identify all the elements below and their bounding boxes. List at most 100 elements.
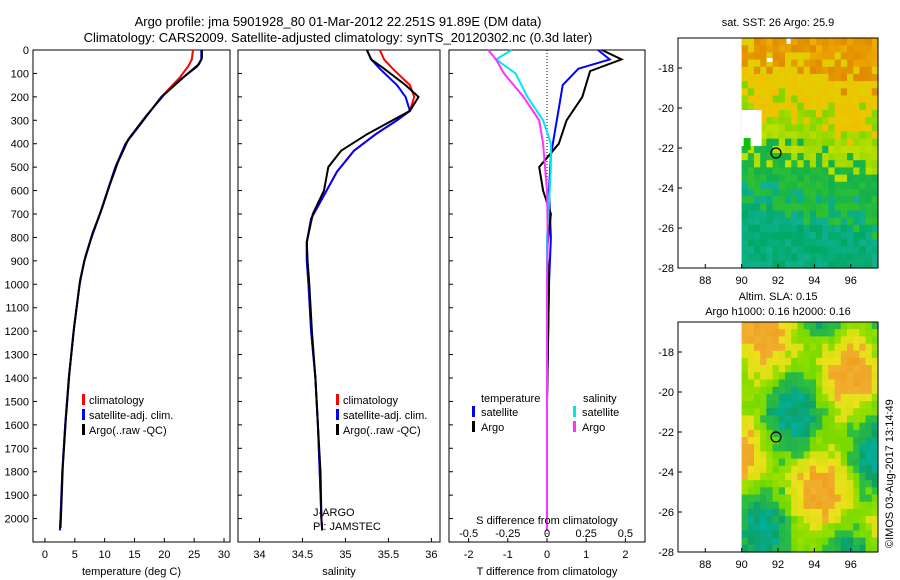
y-tick-label: -20 xyxy=(658,103,674,115)
map-cell xyxy=(865,451,873,460)
map-cell xyxy=(803,203,811,212)
map-cell xyxy=(785,102,792,111)
x-tick-label: 36 xyxy=(425,549,437,561)
map-cell xyxy=(822,458,829,467)
map-cell xyxy=(847,38,854,46)
map-cell xyxy=(871,109,879,118)
map-cell xyxy=(754,501,761,510)
map-cell xyxy=(809,451,817,460)
x-tick-label: 90 xyxy=(736,559,748,571)
map-cell xyxy=(791,415,798,424)
map-cell xyxy=(741,437,749,445)
map-cell xyxy=(828,480,836,488)
map-cell xyxy=(797,52,805,61)
map-cell xyxy=(760,350,767,359)
map-cell xyxy=(772,429,780,438)
map-cell xyxy=(809,530,817,539)
map-cell xyxy=(816,188,823,197)
map-cell xyxy=(785,544,792,553)
map-cell xyxy=(803,160,811,168)
map-cell xyxy=(754,102,761,111)
map-cell xyxy=(840,472,848,481)
map-cell xyxy=(747,480,755,488)
map-cell xyxy=(760,444,767,452)
map-cell xyxy=(809,145,817,154)
map-cell xyxy=(747,59,755,68)
map-cell xyxy=(778,160,786,168)
map-cell xyxy=(772,537,780,546)
map-cell xyxy=(853,508,860,517)
map-cell xyxy=(809,487,817,496)
y-tick-label: 2000 xyxy=(5,514,29,526)
map-cell xyxy=(816,379,823,388)
map-cell xyxy=(871,530,879,539)
map-cell xyxy=(803,246,811,255)
map-cell xyxy=(871,167,879,176)
map-cell xyxy=(834,336,842,345)
map-cell xyxy=(785,365,792,373)
map-cell xyxy=(816,458,823,467)
map-cell xyxy=(791,350,798,359)
map-cell xyxy=(766,253,774,262)
map-cell xyxy=(803,181,811,190)
map-cell xyxy=(747,429,755,438)
map-cell xyxy=(747,38,755,46)
map-cell xyxy=(816,145,823,154)
map-cell xyxy=(828,253,836,262)
map-cell xyxy=(809,95,817,104)
map-cell xyxy=(834,444,842,452)
map-cell xyxy=(791,153,798,161)
map-cell xyxy=(747,357,755,366)
map-cell xyxy=(828,246,836,255)
map-cell xyxy=(847,422,854,431)
map-cell xyxy=(747,350,755,359)
map-cell xyxy=(785,138,792,147)
map-cell xyxy=(859,81,867,89)
map-cell xyxy=(840,174,848,183)
map-cell xyxy=(754,203,761,212)
x-tick-label: 90 xyxy=(736,275,748,287)
map-cell xyxy=(853,117,860,125)
map-cell xyxy=(766,109,774,118)
map-cell xyxy=(754,508,761,517)
map-cell xyxy=(853,102,860,111)
map-cell xyxy=(803,73,811,82)
legend-label: Argo(..raw -QC) xyxy=(343,425,421,437)
map-cell xyxy=(822,429,829,438)
map-cell xyxy=(803,422,811,431)
map-cell xyxy=(871,45,879,53)
map-cell xyxy=(865,379,873,388)
map-cell xyxy=(840,153,848,161)
map-cell xyxy=(828,38,836,46)
map-cell xyxy=(840,181,848,190)
map-cell xyxy=(853,88,860,97)
map-cell xyxy=(809,66,817,75)
map-cell xyxy=(834,393,842,402)
map-cell xyxy=(791,102,798,111)
map-cell xyxy=(865,66,873,75)
map-cell xyxy=(834,379,842,388)
map-cell xyxy=(809,81,817,89)
map-cell xyxy=(747,232,755,240)
map-cell xyxy=(760,472,767,481)
map-cell xyxy=(797,145,805,154)
map-cell xyxy=(778,145,786,154)
map-cell xyxy=(816,59,823,68)
map-cell xyxy=(797,102,805,111)
map-cell xyxy=(847,210,854,219)
map-cell xyxy=(760,124,767,133)
map-cell xyxy=(766,537,774,546)
map-cell xyxy=(803,508,811,517)
map-cell xyxy=(853,372,860,381)
map-cell xyxy=(766,81,774,89)
map-cell xyxy=(791,224,798,233)
map-cell xyxy=(791,131,798,140)
map-cell xyxy=(797,422,805,431)
map-cell xyxy=(797,188,805,197)
map-cell xyxy=(822,167,829,176)
map-cell xyxy=(853,224,860,233)
map-cell xyxy=(871,160,879,168)
map-cell xyxy=(859,260,867,269)
map-cell xyxy=(772,472,780,481)
map-cell xyxy=(816,239,823,248)
